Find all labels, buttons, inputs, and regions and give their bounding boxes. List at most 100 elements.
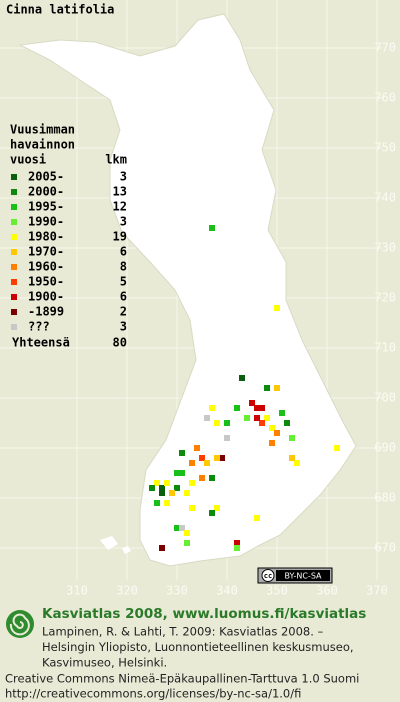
x-label: 350 (266, 584, 288, 598)
point (234, 405, 240, 411)
point (254, 515, 260, 521)
point (219, 455, 225, 461)
point (274, 385, 280, 391)
point (214, 505, 220, 511)
aland-islands (100, 536, 131, 554)
legend-total-label: Yhteensä (12, 336, 70, 350)
legend-swatch (11, 189, 17, 195)
y-label: 700 (374, 391, 396, 405)
badge-terms: BY-NC-SA (284, 572, 322, 581)
legend-label: 1980- (28, 230, 64, 244)
y-label: 710 (374, 341, 396, 355)
point (159, 545, 165, 551)
legend-label: 1900- (28, 290, 64, 304)
x-label: 370 (366, 584, 388, 598)
point (254, 405, 260, 411)
point (199, 455, 205, 461)
legend-count-heading: lkm (105, 153, 127, 167)
legend-count: 5 (120, 275, 127, 289)
legend-count: 2 (120, 305, 127, 319)
legend-heading: havainnon (10, 138, 75, 152)
point (224, 420, 230, 426)
point (249, 400, 255, 406)
point (209, 475, 215, 481)
point (264, 385, 270, 391)
legend-count: 3 (120, 320, 127, 334)
y-label: 750 (374, 141, 396, 155)
point (209, 225, 215, 231)
y-label: 740 (374, 191, 396, 205)
legend-count: 6 (120, 290, 127, 304)
point (164, 480, 170, 486)
legend-count: 3 (120, 215, 127, 229)
point (154, 480, 160, 486)
legend-label: 1960- (28, 260, 64, 274)
x-label: 320 (116, 584, 138, 598)
point (189, 460, 195, 466)
y-label: 730 (374, 241, 396, 255)
observation-points (149, 225, 340, 551)
point (269, 425, 275, 431)
point (214, 420, 220, 426)
license-line: Creative Commons Nimeä-Epäkaupallinen-Ta… (5, 672, 359, 686)
license-line: http://creativecommons.org/licenses/by-n… (5, 687, 301, 701)
point (179, 450, 185, 456)
legend-total: 80 (113, 336, 127, 350)
legend-swatch (11, 324, 17, 330)
point (184, 490, 190, 496)
point (274, 430, 280, 436)
legend-heading: Vuusimman (10, 123, 75, 137)
legend-swatch (11, 234, 17, 240)
legend-swatch (11, 309, 17, 315)
point (279, 410, 285, 416)
legend-label: 1990- (28, 215, 64, 229)
citation-line: Helsingin Yliopisto, Luonnontieteellinen… (42, 640, 354, 654)
point (159, 485, 165, 491)
point (254, 415, 260, 421)
footer-heading: Kasviatlas 2008, www.luomus.fi/kasviatla… (42, 606, 366, 622)
y-label: 690 (374, 441, 396, 455)
legend-label: 1970- (28, 245, 64, 259)
point (214, 455, 220, 461)
cc-circle (261, 569, 275, 582)
point (244, 415, 250, 421)
point (184, 540, 190, 546)
legend-count: 13 (113, 185, 127, 199)
footer: Lampinen, R. & Lahti, T. 2009: Kasviatla… (5, 625, 359, 701)
point (289, 435, 295, 441)
legend-swatch (11, 204, 17, 210)
point (204, 460, 210, 466)
legend-count: 3 (120, 170, 127, 184)
legend-label: 2000- (28, 185, 64, 199)
point (209, 510, 215, 516)
logo (6, 610, 34, 638)
logo-spiral (9, 613, 30, 636)
point (274, 305, 280, 311)
point (334, 445, 340, 451)
x-label: 340 (216, 584, 238, 598)
legend-label: -1899 (28, 305, 64, 319)
point (174, 470, 180, 476)
y-label: 760 (374, 91, 396, 105)
point (259, 420, 265, 426)
x-label: 310 (66, 584, 88, 598)
point (184, 530, 190, 536)
cc-text: cc (264, 572, 272, 580)
legend-count: 6 (120, 245, 127, 259)
y-label: 670 (374, 541, 396, 555)
point (179, 470, 185, 476)
point (294, 460, 300, 466)
point (239, 375, 245, 381)
point (234, 545, 240, 551)
x-label: 330 (166, 584, 188, 598)
map-title: Cinna latifolia (6, 3, 114, 17)
legend-count: 19 (113, 230, 127, 244)
legend-count: 12 (113, 200, 127, 214)
citation-line: Lampinen, R. & Lahti, T. 2009: Kasviatla… (42, 625, 324, 639)
legend-swatch (11, 294, 17, 300)
point (174, 485, 180, 491)
point (199, 475, 205, 481)
legend-swatch (11, 219, 17, 225)
